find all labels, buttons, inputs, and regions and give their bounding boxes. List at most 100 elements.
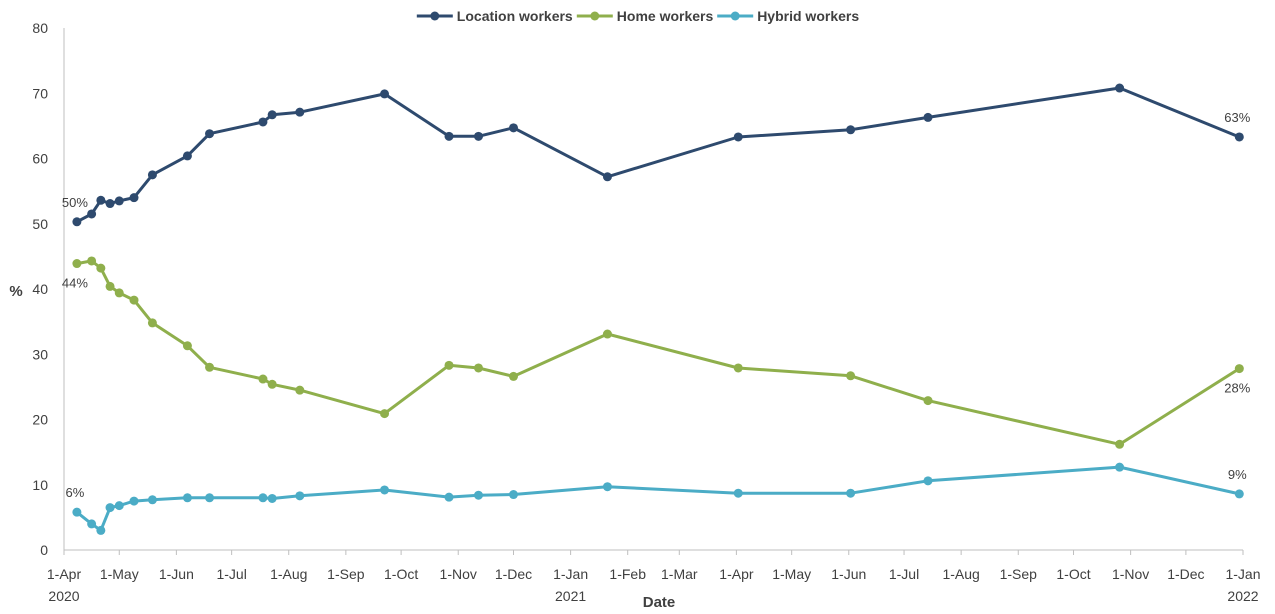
x-tick-label: 1-Jun bbox=[831, 566, 866, 582]
data-point bbox=[846, 125, 856, 135]
x-tick-label: 1-Mar bbox=[661, 566, 698, 582]
legend-item: Hybrid workers bbox=[717, 8, 859, 24]
data-point bbox=[1115, 83, 1125, 93]
data-point bbox=[923, 396, 933, 406]
series-layer: 50% 63% 44% 28% 6% 9% bbox=[62, 83, 1251, 535]
x-tick-year-label: 2020 bbox=[48, 588, 79, 604]
data-point bbox=[147, 495, 157, 505]
data-point bbox=[129, 193, 139, 203]
data-point bbox=[923, 476, 933, 486]
data-point bbox=[380, 89, 390, 99]
data-point bbox=[508, 123, 518, 133]
data-point bbox=[295, 491, 305, 501]
x-tick-label: 1-Apr bbox=[719, 566, 754, 582]
data-point bbox=[508, 490, 518, 500]
x-tick-label: 1-Aug bbox=[942, 566, 979, 582]
data-point bbox=[105, 281, 115, 291]
x-tick-label: 1-Sep bbox=[327, 566, 365, 582]
data-point bbox=[295, 385, 305, 395]
data-point bbox=[473, 131, 483, 141]
data-label: 63% bbox=[1224, 110, 1250, 125]
data-point bbox=[205, 129, 215, 139]
x-tick-label: 1-Sep bbox=[1000, 566, 1038, 582]
data-point bbox=[473, 363, 483, 373]
data-point bbox=[295, 107, 305, 117]
x-axis-title: Date bbox=[643, 594, 676, 611]
data-point bbox=[508, 371, 518, 381]
data-point bbox=[258, 117, 268, 127]
legend-item: Home workers bbox=[576, 8, 713, 24]
data-point bbox=[733, 363, 743, 373]
data-point bbox=[846, 371, 856, 381]
data-point bbox=[129, 295, 139, 305]
y-tick-label: 30 bbox=[32, 346, 48, 362]
data-point bbox=[1234, 364, 1244, 374]
data-point bbox=[444, 131, 454, 141]
data-point bbox=[205, 493, 215, 503]
data-point bbox=[846, 488, 856, 498]
x-tick-label: 1-Jun bbox=[159, 566, 194, 582]
data-point bbox=[114, 196, 124, 206]
series-hybrid-workers: 6% 9% bbox=[65, 462, 1247, 535]
data-point bbox=[602, 172, 612, 182]
data-point bbox=[114, 501, 124, 511]
data-point bbox=[444, 360, 454, 370]
data-point bbox=[267, 493, 277, 503]
x-tick-label: 1-Oct bbox=[1056, 566, 1090, 582]
data-point bbox=[72, 217, 82, 227]
x-tick-label: 1-Dec bbox=[495, 566, 532, 582]
data-point bbox=[87, 256, 97, 266]
data-label: 44% bbox=[62, 276, 88, 291]
x-tick-label: 1-Feb bbox=[609, 566, 646, 582]
y-tick-label: 80 bbox=[32, 20, 48, 36]
y-tick-label: 60 bbox=[32, 151, 48, 167]
x-tick-label: 1-Apr bbox=[47, 566, 82, 582]
y-tick-label: 10 bbox=[32, 477, 48, 493]
x-tick-label: 1-Jan bbox=[1225, 566, 1260, 582]
data-point bbox=[733, 132, 743, 142]
legend-marker bbox=[730, 11, 740, 21]
x-tick-label: 1-Jan bbox=[553, 566, 588, 582]
series-location-workers: 50% 63% bbox=[62, 83, 1251, 227]
legend-label: Location workers bbox=[457, 8, 573, 24]
data-point bbox=[444, 492, 454, 502]
data-point bbox=[1234, 489, 1244, 499]
data-point bbox=[267, 110, 277, 120]
data-point bbox=[105, 199, 115, 209]
series-line bbox=[75, 465, 1240, 532]
y-tick-label: 20 bbox=[32, 412, 48, 428]
data-point bbox=[1115, 462, 1125, 472]
data-point bbox=[602, 329, 612, 339]
data-label: 6% bbox=[65, 485, 84, 500]
y-axis: 0 10 20 30 40 50 60 70 80 bbox=[32, 20, 65, 558]
data-point bbox=[114, 288, 124, 298]
data-point bbox=[380, 409, 390, 419]
legend: Location workers Home workers Hybrid worke… bbox=[416, 8, 859, 24]
y-tick-label: 0 bbox=[40, 542, 48, 558]
y-tick-label: 50 bbox=[32, 216, 48, 232]
data-point bbox=[182, 151, 192, 161]
data-point bbox=[258, 374, 268, 384]
x-tick-year-label: 2021 bbox=[555, 588, 586, 604]
x-tick-label: 1-Aug bbox=[270, 566, 307, 582]
x-tick-label: 1-Jul bbox=[889, 566, 919, 582]
data-point bbox=[267, 379, 277, 389]
data-point bbox=[473, 490, 483, 500]
x-tick-label: 1-Dec bbox=[1167, 566, 1204, 582]
data-point bbox=[96, 263, 106, 273]
data-point bbox=[147, 318, 157, 328]
series-home-workers: 44% 28% bbox=[62, 256, 1251, 449]
data-point bbox=[105, 503, 115, 513]
data-point bbox=[1234, 132, 1244, 142]
data-point bbox=[182, 493, 192, 503]
legend-label: Hybrid workers bbox=[757, 8, 859, 24]
legend-item: Location workers bbox=[416, 8, 573, 24]
y-tick-label: 70 bbox=[32, 85, 48, 101]
data-label: 9% bbox=[1228, 467, 1247, 482]
data-point bbox=[72, 259, 82, 269]
data-point bbox=[380, 485, 390, 495]
x-tick-label: 1-Oct bbox=[384, 566, 418, 582]
data-point bbox=[96, 525, 106, 535]
data-point bbox=[147, 170, 157, 180]
